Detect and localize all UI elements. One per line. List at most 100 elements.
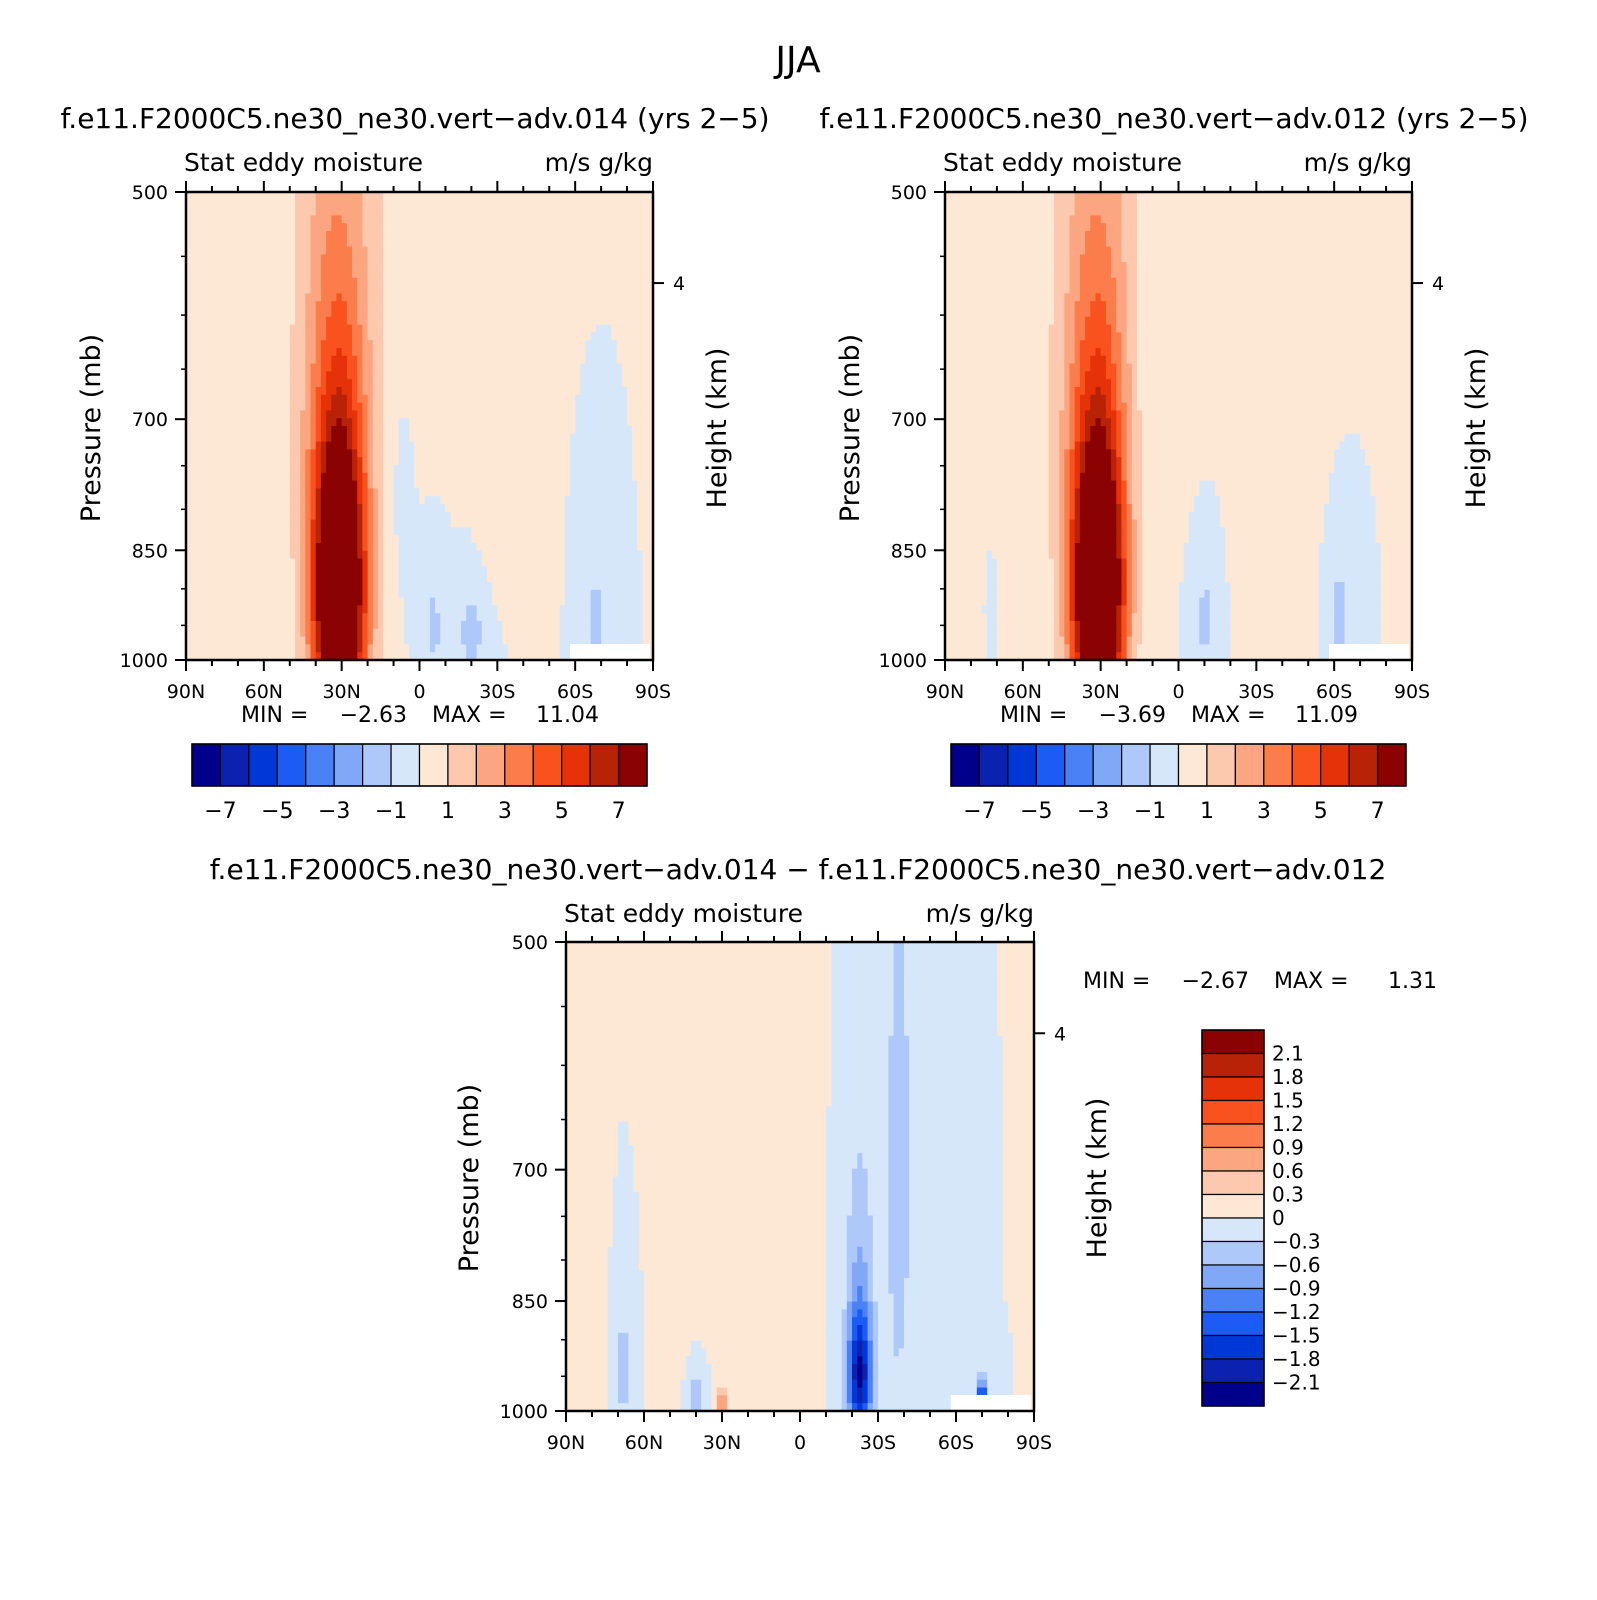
contour-cell <box>372 504 379 513</box>
contour-cell <box>206 316 213 326</box>
contour-cell <box>569 309 576 318</box>
contour-cell <box>502 387 509 396</box>
contour-cell <box>191 199 197 209</box>
contour-cell <box>372 597 379 606</box>
contour-cell <box>611 340 618 349</box>
contour-cell <box>352 316 358 326</box>
contour-cell <box>346 192 353 201</box>
contour-cell <box>497 589 504 599</box>
contour-cell <box>357 574 364 583</box>
contour-cell <box>357 332 364 341</box>
contour-cell <box>362 348 369 357</box>
contour-cell <box>481 231 488 240</box>
contour-cell <box>201 418 208 427</box>
contour-cell <box>186 480 192 489</box>
contour-cell <box>336 231 343 240</box>
contour-cell <box>455 527 462 536</box>
contour-cell <box>538 535 545 544</box>
contour-cell <box>440 589 447 599</box>
contour-cell <box>414 324 421 333</box>
contour-cell <box>642 223 649 232</box>
contour-cell <box>647 215 654 224</box>
contour-cell <box>528 605 535 614</box>
contour-cell <box>606 566 613 575</box>
contour-cell <box>253 348 260 357</box>
contour-cell <box>642 379 649 388</box>
contour-cell <box>222 379 229 388</box>
contour-cell <box>512 519 519 528</box>
contour-cell <box>450 231 457 240</box>
contour-cell <box>544 465 550 474</box>
contour-cell <box>305 316 312 326</box>
contour-cell <box>538 504 545 513</box>
contour-cell <box>523 410 530 419</box>
contour-cell <box>326 293 332 302</box>
contour-cell <box>601 324 607 333</box>
contour-cell <box>569 582 576 591</box>
contour-cell <box>575 566 581 575</box>
contour-cell <box>559 387 566 396</box>
contour-cell <box>585 433 592 443</box>
contour-cell <box>269 605 275 614</box>
contour-cell <box>352 566 358 575</box>
contour-cell <box>538 480 545 489</box>
contour-cell <box>621 340 628 349</box>
contour-cell <box>279 192 286 201</box>
contour-cell <box>383 558 389 567</box>
contour-cell <box>367 231 374 240</box>
contour-cell <box>367 410 374 419</box>
contour-cell <box>440 316 447 326</box>
contour-cell <box>632 379 639 388</box>
contour-cell <box>372 270 379 279</box>
contour-cell <box>305 394 312 404</box>
contour-cell <box>523 597 530 606</box>
contour-cell <box>466 504 472 513</box>
contour-cell <box>383 309 389 318</box>
contour-cell <box>554 426 561 435</box>
contour-cell <box>549 285 556 294</box>
contour-cell <box>481 597 488 606</box>
contour-cell <box>595 324 602 333</box>
contour-cell <box>372 535 379 544</box>
contour-cell <box>377 550 384 560</box>
contour-cell <box>191 340 197 349</box>
contour-cell <box>544 332 550 341</box>
contour-cell <box>305 387 312 396</box>
contour-cell <box>580 613 587 622</box>
contour-cell <box>227 589 234 599</box>
contour-cell <box>466 332 472 341</box>
contour-cell <box>595 207 602 216</box>
contour-cell <box>248 535 255 544</box>
contour-cell <box>419 285 426 294</box>
contour-cell <box>243 441 249 450</box>
contour-cell <box>383 511 389 521</box>
contour-cell <box>367 449 374 458</box>
contour-cell <box>647 550 654 560</box>
contour-cell <box>300 543 306 552</box>
contour-cell <box>300 379 306 388</box>
contour-cell <box>294 574 301 583</box>
contour-cell <box>279 511 286 521</box>
contour-cell <box>196 371 203 380</box>
contour-cell <box>248 394 255 404</box>
contour-cell <box>414 589 421 599</box>
contour-cell <box>632 488 639 497</box>
contour-cell <box>336 504 343 513</box>
contour-cell <box>450 363 457 372</box>
contour-cell <box>450 301 457 310</box>
contour-cell <box>279 324 286 333</box>
contour-cell <box>616 379 623 388</box>
contour-cell <box>393 472 400 482</box>
contour-cell <box>564 231 571 240</box>
contour-cell <box>294 480 301 489</box>
contour-cell <box>435 558 441 567</box>
contour-cell <box>362 535 369 544</box>
contour-cell <box>429 293 436 302</box>
contour-cell <box>502 223 509 232</box>
contour-cell <box>191 285 197 294</box>
contour-cell <box>191 394 197 404</box>
contour-cell <box>445 605 452 614</box>
contour-cell <box>310 465 317 474</box>
contour-cell <box>621 301 628 310</box>
contour-cell <box>232 480 239 489</box>
